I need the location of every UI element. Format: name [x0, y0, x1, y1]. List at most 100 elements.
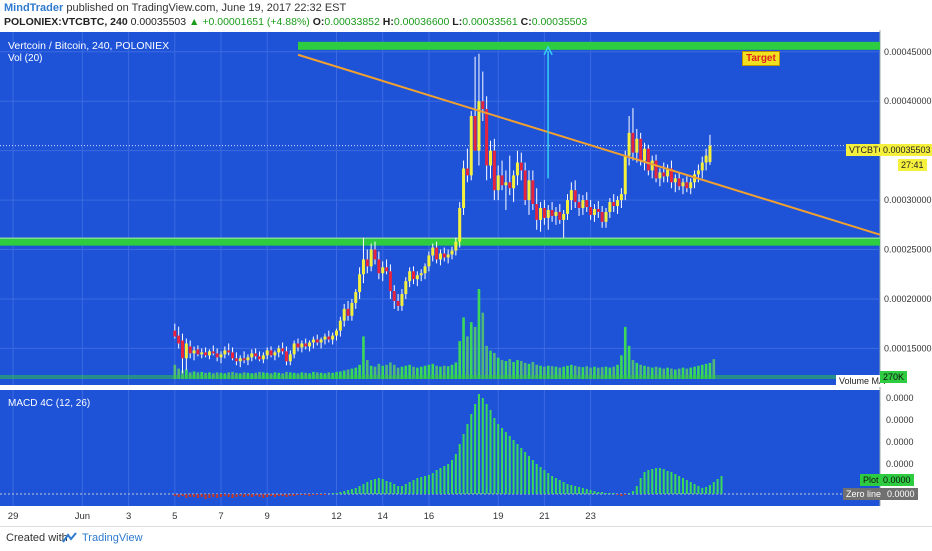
- candle-up: [265, 350, 269, 356]
- volume-bar: [712, 359, 716, 379]
- open-label: O:: [312, 16, 325, 28]
- macd-bar: [585, 489, 588, 494]
- volume-bar: [443, 365, 446, 379]
- volume-bar: [697, 365, 700, 379]
- macd-bar: [374, 479, 376, 494]
- target-label: Target: [742, 51, 780, 66]
- candle-up: [427, 255, 431, 267]
- chart-svg[interactable]: 0.000450000.000400000.000350000.00030000…: [0, 30, 932, 524]
- volume-bar: [458, 341, 461, 379]
- macd-bar: [454, 454, 457, 494]
- volume-bar: [412, 366, 415, 379]
- price-tick-label: 0.00030000: [884, 195, 932, 205]
- macd-tick-label: 0.0000: [886, 415, 914, 425]
- macd-bar: [462, 434, 465, 494]
- candle-down: [519, 162, 523, 171]
- candle-up: [554, 211, 558, 216]
- macd-bar: [358, 486, 361, 494]
- volume-bar: [700, 364, 704, 379]
- candle-down: [258, 356, 261, 360]
- candle-down: [412, 271, 415, 280]
- up-arrow-icon: ▲: [189, 16, 200, 28]
- volume-bar: [181, 370, 184, 379]
- candle-up: [338, 320, 342, 331]
- tradingview-logo-icon: [62, 532, 77, 543]
- macd-bar: [647, 470, 650, 494]
- volume-label: Vol (20): [8, 53, 43, 64]
- candle-down: [346, 308, 350, 316]
- macd-bar: [562, 482, 565, 494]
- volume-bar: [477, 289, 481, 379]
- candle-down: [173, 330, 177, 337]
- candle-up: [261, 355, 265, 360]
- time-tick-label: Jun: [75, 511, 90, 522]
- macd-bar: [370, 480, 373, 494]
- candle-up: [673, 178, 677, 183]
- macd-bar: [693, 484, 696, 494]
- volume-bar: [635, 362, 639, 379]
- macd-bar: [397, 486, 400, 494]
- macd-bar: [250, 494, 253, 497]
- candle-up: [246, 357, 250, 361]
- macd-bar: [705, 487, 708, 494]
- candle-down: [435, 247, 439, 260]
- volume-bar: [627, 345, 631, 379]
- macd-bar: [466, 424, 469, 494]
- candle-up: [438, 253, 442, 260]
- macd-bar: [666, 471, 669, 494]
- candle-down: [473, 116, 477, 151]
- volume-bar: [416, 367, 419, 379]
- volume-bar: [185, 369, 188, 379]
- author-link[interactable]: MindTrader: [4, 2, 64, 14]
- candle-up: [223, 350, 227, 355]
- chart-area[interactable]: 0.000450000.000400000.000350000.00030000…: [0, 30, 932, 524]
- macd-bar: [578, 487, 581, 494]
- macd-bar: [323, 494, 326, 495]
- time-tick-label: 19: [493, 511, 504, 522]
- volume-bar: [404, 365, 408, 379]
- candle-up: [469, 116, 473, 176]
- volume-bar: [400, 366, 404, 379]
- volume-bar: [469, 322, 473, 379]
- candle-up: [400, 294, 404, 306]
- macd-bar: [616, 494, 619, 495]
- candle-down: [234, 358, 238, 362]
- volume-bar: [681, 367, 685, 379]
- candle-down: [388, 271, 392, 292]
- tradingview-link[interactable]: TradingView: [82, 532, 143, 544]
- volume-bar: [173, 364, 177, 379]
- candle-up: [431, 247, 435, 256]
- candle-up: [358, 274, 362, 293]
- volume-bar: [670, 368, 673, 379]
- macd-bar: [362, 484, 365, 494]
- macd-bar: [712, 482, 715, 494]
- time-tick-label: 14: [377, 511, 388, 522]
- macd-bar: [631, 491, 634, 494]
- macd-bar: [281, 494, 284, 496]
- candle-up: [569, 190, 573, 201]
- volume-bar: [558, 367, 562, 379]
- time-tick-label: 9: [265, 511, 270, 522]
- candle-down: [585, 200, 589, 208]
- volume-bar: [381, 365, 384, 379]
- volume-bar: [512, 361, 515, 379]
- candle-up: [450, 250, 454, 255]
- candle-up: [458, 208, 462, 242]
- volume-bar: [581, 367, 585, 379]
- candle-down: [188, 346, 192, 354]
- volume-bar: [570, 364, 573, 379]
- macd-bar: [354, 488, 357, 494]
- macd-bar: [639, 478, 642, 494]
- candle-up: [308, 342, 312, 347]
- macd-bar: [524, 452, 527, 494]
- macd-bar: [554, 478, 557, 494]
- macd-bar: [293, 494, 296, 496]
- volume-bar: [539, 365, 542, 379]
- macd-bar: [246, 494, 249, 496]
- volume-bar: [462, 317, 465, 379]
- candle-up: [619, 194, 623, 201]
- candle-up: [319, 339, 323, 343]
- candle-down: [631, 132, 635, 153]
- macd-bar: [674, 474, 677, 494]
- macd-plot-value: 0.0000: [880, 474, 914, 486]
